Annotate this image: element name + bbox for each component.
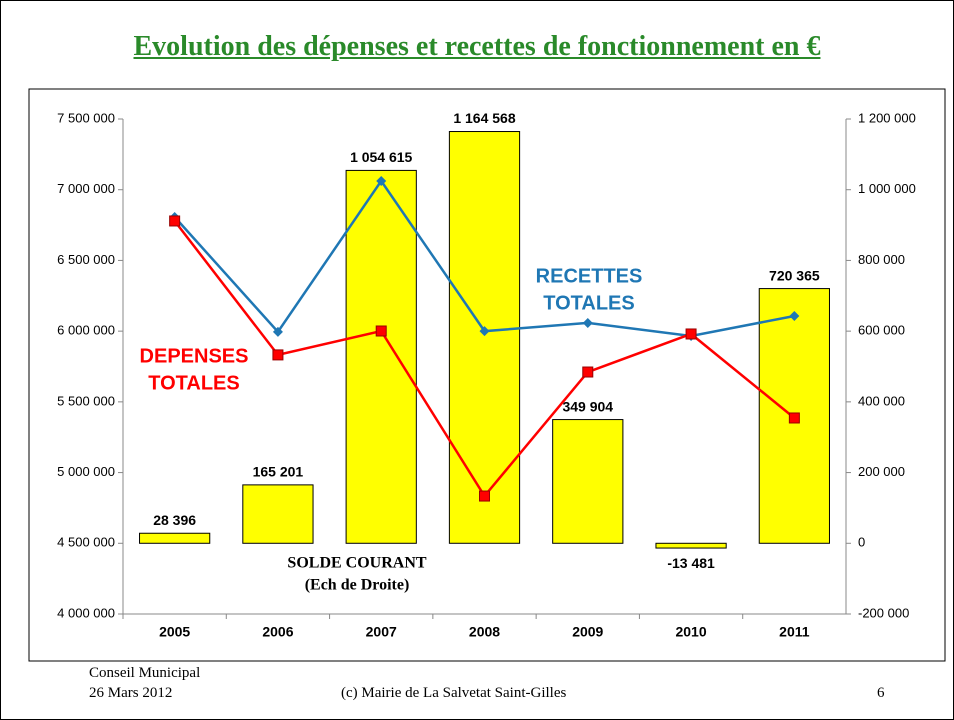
annotation: TOTALES	[543, 292, 634, 314]
annotation: TOTALES	[148, 372, 239, 394]
bar	[242, 484, 314, 544]
y2-tick-label: 1 000 000	[858, 181, 916, 196]
x-tick-label: 2011	[779, 624, 810, 640]
annotation: (Ech de Droite)	[305, 577, 410, 594]
marker	[169, 215, 181, 227]
bar-value-label: -13 481	[667, 555, 715, 571]
y2-tick-label: 600 000	[858, 323, 905, 338]
bar-value-label: 720 365	[769, 267, 820, 283]
bar-value-label: 165 201	[253, 464, 304, 480]
marker	[479, 490, 490, 502]
y2-tick-label: 200 000	[858, 464, 905, 479]
y-tick-label: 5 000 000	[57, 464, 115, 479]
x-tick-label: 2007	[366, 624, 397, 640]
marker	[789, 311, 800, 322]
y-tick-label: 7 000 000	[57, 181, 115, 196]
annotation: SOLDE COURANT	[287, 555, 426, 572]
marker	[272, 349, 284, 361]
y-tick-label: 7 500 000	[57, 110, 115, 125]
footer-center: (c) Mairie de La Salvetat Saint-Gilles	[341, 685, 567, 701]
y-tick-label: 4 000 000	[57, 605, 115, 620]
bar	[552, 419, 624, 544]
footer-left-2: 26 Mars 2012	[89, 685, 173, 701]
bar-value-label: 1 164 568	[453, 110, 515, 126]
x-tick-label: 2008	[469, 624, 500, 640]
annotation: DEPENSES	[140, 345, 249, 367]
y2-tick-label: 800 000	[858, 252, 905, 267]
x-tick-label: 2009	[572, 624, 603, 640]
y2-tick-label: 400 000	[858, 393, 905, 408]
page-number: 6	[877, 685, 885, 701]
marker	[582, 366, 594, 378]
y-tick-label: 5 500 000	[57, 393, 115, 408]
marker	[376, 175, 387, 186]
x-tick-label: 2006	[262, 624, 293, 640]
marker	[272, 326, 283, 337]
bar-value-label: 28 396	[153, 512, 196, 528]
x-tick-label: 2005	[159, 624, 190, 640]
x-tick-label: 2010	[675, 624, 706, 640]
marker	[788, 412, 800, 424]
y-tick-label: 6 500 000	[57, 252, 115, 267]
marker	[582, 317, 593, 328]
bar	[448, 131, 521, 544]
annotation: RECETTES	[536, 265, 643, 287]
y2-tick-label: 0	[858, 535, 865, 550]
marker	[685, 328, 697, 340]
y2-tick-label: 1 200 000	[858, 110, 916, 125]
y2-tick-label: -200 000	[858, 605, 909, 620]
bar	[139, 532, 211, 544]
bar	[345, 169, 417, 544]
marker	[479, 326, 490, 337]
bar-value-label: 1 054 615	[350, 149, 412, 165]
marker	[375, 325, 387, 337]
slide-title: Evolution des dépenses et recettes de fo…	[133, 31, 821, 62]
bar	[655, 542, 727, 549]
y-tick-label: 6 000 000	[57, 323, 115, 338]
y-tick-label: 4 500 000	[57, 535, 115, 550]
bar-value-label: 349 904	[562, 398, 613, 414]
footer-left-1: Conseil Municipal	[89, 665, 201, 681]
